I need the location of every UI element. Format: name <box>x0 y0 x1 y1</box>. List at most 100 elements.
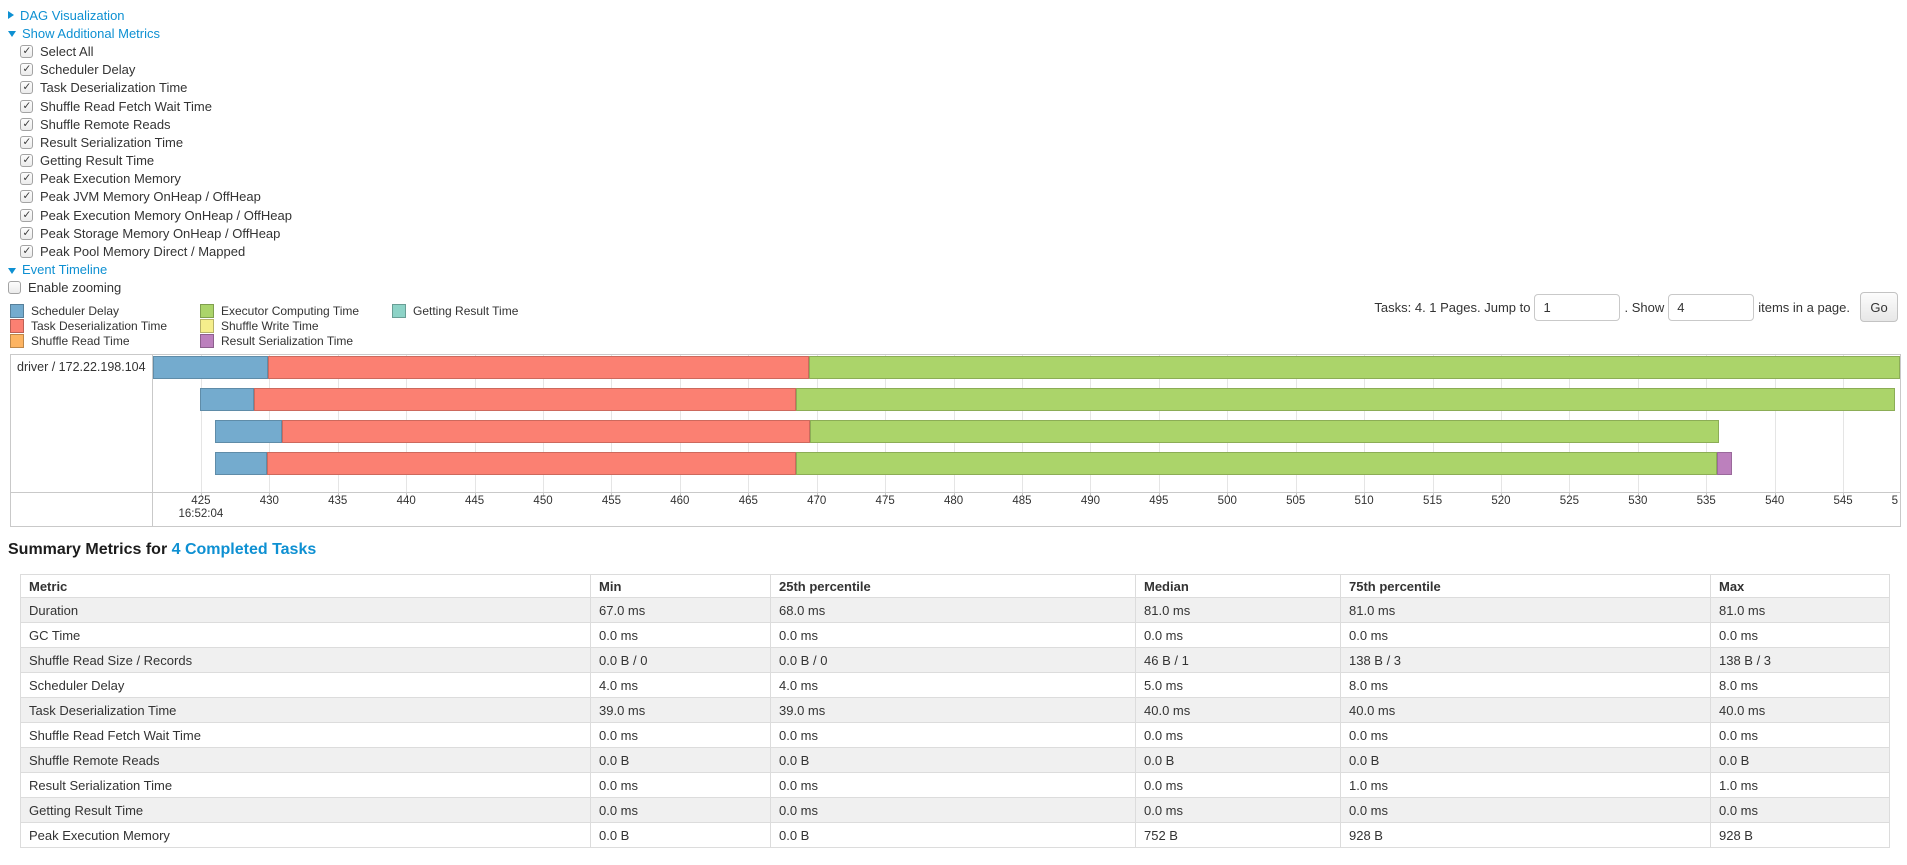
metric-value-cell: 5.0 ms <box>1135 672 1341 698</box>
dag-visualization-toggle[interactable]: DAG Visualization <box>8 6 292 24</box>
enable-zooming-checkbox[interactable] <box>8 281 21 295</box>
timeline-tick-mark <box>816 492 818 497</box>
executor-label: driver / 172.22.198.104 <box>17 360 146 374</box>
table-header-cell: 25th percentile <box>770 574 1136 598</box>
metric-checkbox[interactable] <box>20 226 33 240</box>
timeline-tick-label: 455 <box>601 495 622 507</box>
metric-checkbox[interactable] <box>20 44 33 58</box>
legend-item: Scheduler Delay <box>10 303 200 318</box>
metric-checkbox[interactable] <box>20 208 33 222</box>
task-bar-segment-result-serialization <box>1717 452 1733 475</box>
timeline-tick-label: 425 <box>191 495 211 507</box>
metric-checkbox[interactable] <box>20 117 33 131</box>
metric-value-cell: 0.0 ms <box>770 622 1136 648</box>
legend-label: Shuffle Read Time <box>31 333 130 348</box>
metric-value-cell: 0.0 B <box>1135 747 1341 773</box>
dag-visualization-link[interactable]: DAG Visualization <box>20 7 125 23</box>
enable-zooming-row[interactable]: Enable zooming <box>8 279 292 297</box>
event-timeline-toggle[interactable]: Event Timeline <box>8 261 292 279</box>
metric-value-cell: 928 B <box>1340 822 1711 848</box>
table-row: GC Time 0.0 ms 0.0 ms 0.0 ms 0.0 ms 0.0 ms <box>20 622 1890 648</box>
timeline-tick-mark <box>1295 492 1297 497</box>
metric-checkbox-row[interactable]: Peak JVM Memory OnHeap / OffHeap <box>8 188 292 206</box>
timeline-tick-mark <box>337 492 339 497</box>
show-additional-metrics-link[interactable]: Show Additional Metrics <box>22 25 161 41</box>
metric-checkbox-row[interactable]: Shuffle Remote Reads <box>8 115 292 133</box>
metric-checkbox[interactable] <box>20 172 33 186</box>
metric-checkbox[interactable] <box>20 63 33 77</box>
metric-name-cell: Shuffle Read Size / Records <box>20 647 591 673</box>
jump-to-page-input[interactable] <box>1534 293 1621 321</box>
legend-swatch-icon <box>200 303 214 318</box>
table-row: Result Serialization Time 0.0 ms 0.0 ms 0.0… <box>20 772 1890 798</box>
metric-value-cell: 0.0 ms <box>1340 622 1711 648</box>
metric-checkbox[interactable] <box>20 81 33 95</box>
metric-checkbox-row[interactable]: Result Serialization Time <box>8 133 292 151</box>
timeline-tick-label-clipped: 5 <box>1891 495 1898 507</box>
collapsed-arrow-icon <box>8 11 14 20</box>
metric-value-cell: 0.0 ms <box>1710 797 1890 823</box>
table-header-cell: Metric <box>20 574 591 598</box>
legend-label: Shuffle Write Time <box>221 318 319 333</box>
metric-checkbox-row[interactable]: Peak Execution Memory OnHeap / OffHeap <box>8 206 292 224</box>
metric-value-cell: 138 B / 3 <box>1710 647 1890 673</box>
metric-name-cell: GC Time <box>20 622 591 648</box>
metric-checkbox-row[interactable]: Getting Result Time <box>8 152 292 170</box>
metric-checkbox-row[interactable]: Shuffle Read Fetch Wait Time <box>8 97 292 115</box>
items-per-page-input[interactable] <box>1668 293 1755 321</box>
timeline-tick-label: 545 <box>1833 495 1853 507</box>
metric-checkbox[interactable] <box>20 135 33 149</box>
table-header-cell: Max <box>1710 574 1890 598</box>
metric-checkbox[interactable] <box>20 154 33 168</box>
metric-checkbox-row[interactable]: Peak Execution Memory <box>8 170 292 188</box>
metric-checkbox[interactable] <box>20 190 33 204</box>
metric-value-cell: 0.0 B <box>770 822 1136 848</box>
metric-value-cell: 0.0 ms <box>1340 722 1711 748</box>
metric-checkbox-row[interactable]: Scheduler Delay <box>8 61 292 79</box>
metric-value-cell: 0.0 B <box>1710 747 1890 773</box>
summary-title-prefix: Summary Metrics for <box>8 541 172 558</box>
show-additional-metrics-toggle[interactable]: Show Additional Metrics <box>8 24 292 42</box>
metric-checkbox-label: Peak JVM Memory OnHeap / OffHeap <box>40 189 261 205</box>
metric-checkbox[interactable] <box>20 245 33 259</box>
legend-item: Executor Computing Time <box>200 303 392 318</box>
timeline-tick-label: 460 <box>670 495 690 507</box>
timeline-tick-label: 520 <box>1491 495 1511 507</box>
metric-value-cell: 928 B <box>1710 822 1890 848</box>
metric-value-cell: 40.0 ms <box>1340 697 1711 723</box>
metric-checkbox-row[interactable]: Task Deserialization Time <box>8 79 292 97</box>
timeline-tick-mark <box>1637 492 1639 497</box>
metric-checkbox-label: Result Serialization Time <box>40 134 184 150</box>
timeline-gridline <box>1774 355 1776 492</box>
metric-name-cell: Task Deserialization Time <box>20 697 591 723</box>
metric-value-cell: 0.0 ms <box>1710 622 1890 648</box>
table-header-cell: Median <box>1135 574 1341 598</box>
task-bar-segment-scheduler-delay <box>199 388 255 411</box>
timeline-tick-label: 430 <box>259 495 279 507</box>
legend-swatch-icon <box>200 318 214 333</box>
timeline-tick-label: 540 <box>1765 495 1785 507</box>
timeline-tick-label: 505 <box>1286 495 1306 507</box>
timeline-tick-label: 465 <box>738 495 758 507</box>
metric-checkbox-row[interactable]: Select All <box>8 42 292 60</box>
metric-checkbox-label: Peak Execution Memory <box>40 171 181 187</box>
completed-tasks-link[interactable]: 4 Completed Tasks <box>171 541 317 558</box>
metric-value-cell: 0.0 ms <box>1135 622 1341 648</box>
event-timeline-link[interactable]: Event Timeline <box>22 262 108 278</box>
timeline-gridline <box>200 355 202 492</box>
timeline-tick-label: 485 <box>1012 495 1032 507</box>
metric-value-cell: 8.0 ms <box>1340 672 1711 698</box>
metric-checkbox[interactable] <box>20 99 33 113</box>
metric-name-cell: Scheduler Delay <box>20 672 591 698</box>
go-button[interactable]: Go <box>1860 292 1898 322</box>
timeline-tick-mark <box>406 492 408 497</box>
metric-checkbox-label: Getting Result Time <box>40 153 155 169</box>
pagination-items-text: items in a page. <box>1758 299 1850 315</box>
metric-checkbox-row[interactable]: Peak Pool Memory Direct / Mapped <box>8 242 292 260</box>
timeline-tick-label: 495 <box>1149 495 1169 507</box>
metric-checkbox-row[interactable]: Peak Storage Memory OnHeap / OffHeap <box>8 224 292 242</box>
timeline-tick-mark <box>1021 492 1023 497</box>
metric-checkbox-label: Task Deserialization Time <box>40 80 188 96</box>
timeline-tick-label: 525 <box>1559 495 1579 507</box>
timeline-tick-mark <box>1090 492 1092 497</box>
